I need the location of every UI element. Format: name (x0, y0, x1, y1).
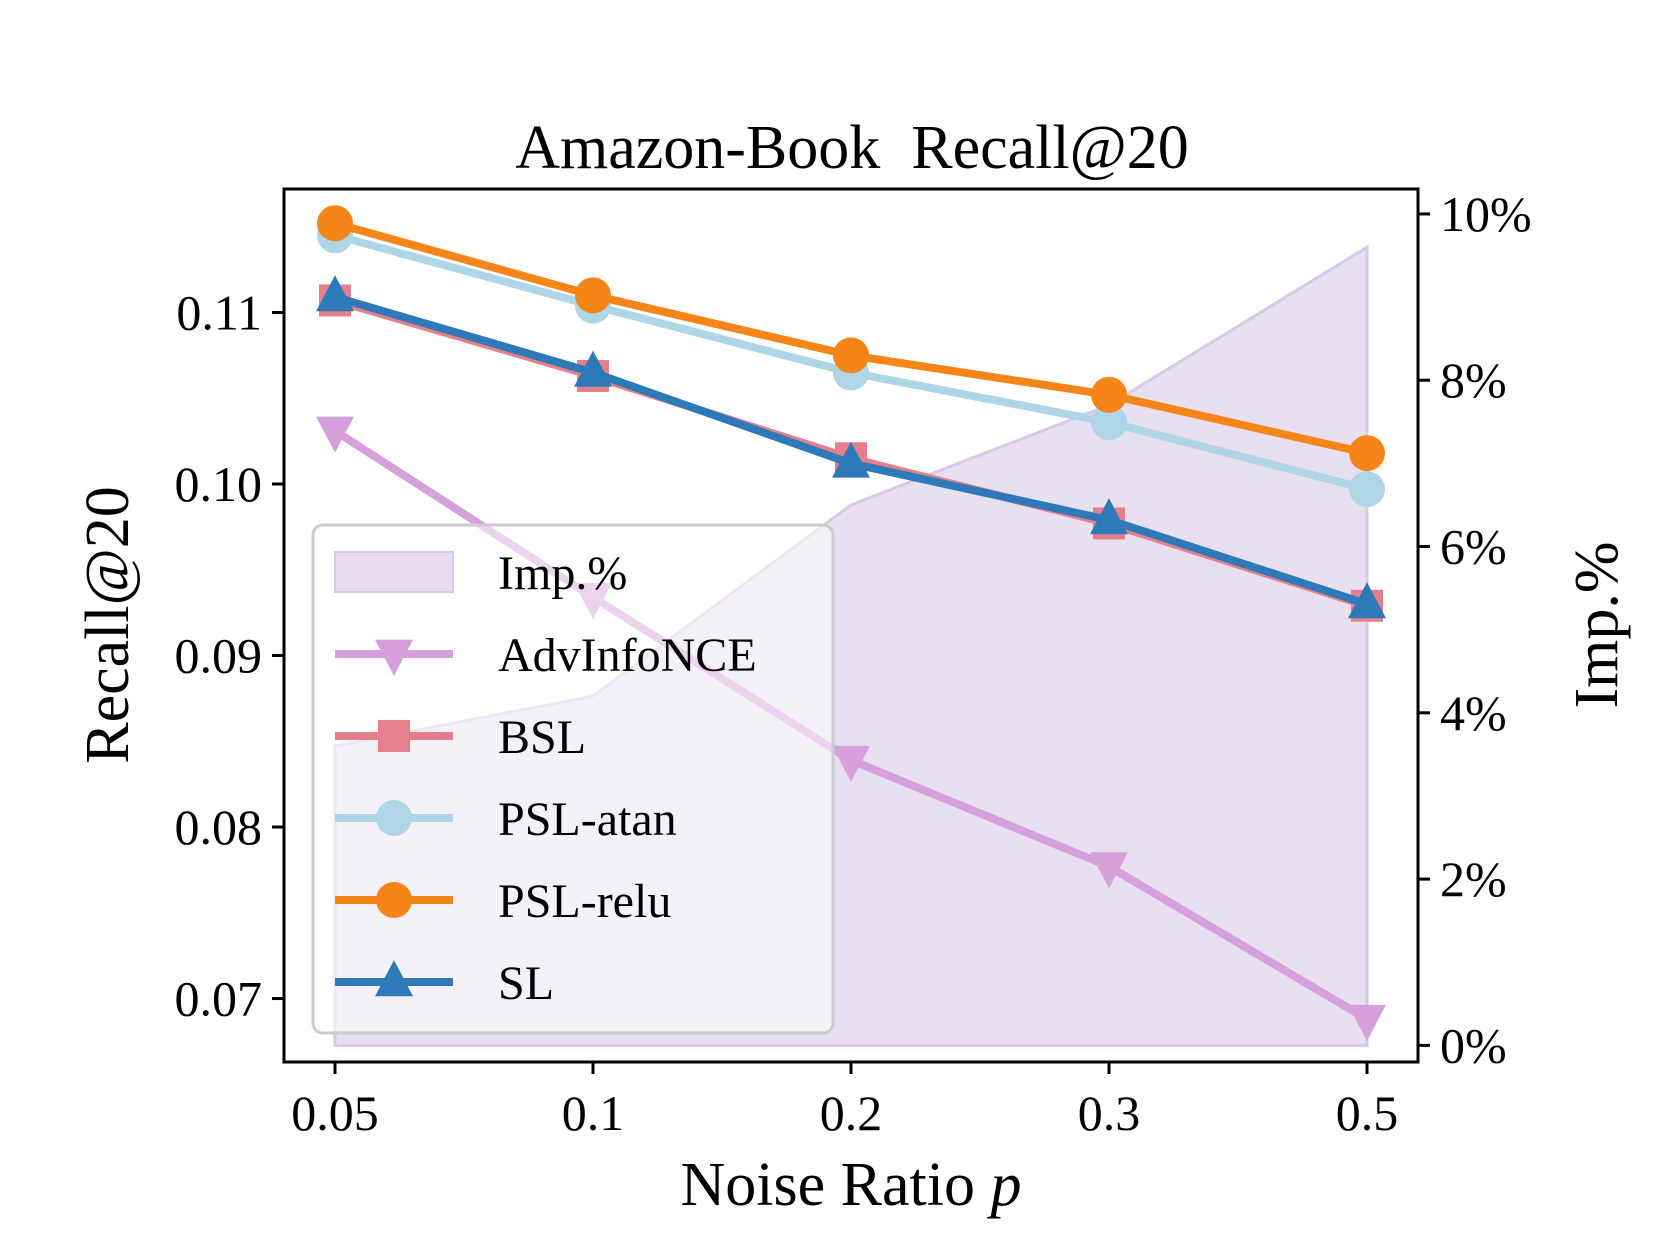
data-point-advinfonce (832, 745, 870, 782)
y2-tick-label: 6% (1440, 519, 1507, 575)
y2-axis-title: Imp.% (1563, 541, 1631, 708)
data-point-sl (1090, 498, 1128, 535)
x-axis-title: Noise Ratio p (681, 1151, 1022, 1219)
data-point-sl (832, 441, 870, 478)
legend-label: SL (498, 957, 554, 1010)
legend-marker (376, 882, 412, 918)
y-tick-label: 0.10 (175, 456, 263, 512)
data-point-advinfonce (316, 416, 354, 453)
legend-item-bsl: BSL (335, 711, 586, 764)
legend-item-psl-relu: PSL-relu (335, 875, 671, 928)
chart-title: Amazon-Book Recall@20 (515, 114, 1189, 182)
x-tick-label: 0.2 (820, 1085, 883, 1141)
y-tick-label: 0.08 (175, 799, 263, 855)
legend-marker (378, 720, 410, 752)
x-tick-label: 0.1 (562, 1085, 625, 1141)
legend-label: Imp.% (498, 547, 627, 600)
data-point-psl-relu (575, 277, 611, 314)
x-tick-label: 0.3 (1078, 1085, 1141, 1141)
x-axis-title-text: Noise Ratio (681, 1151, 975, 1219)
legend-item-psl-atan: PSL-atan (335, 793, 677, 846)
legend-marker (376, 800, 412, 836)
data-point-psl-relu (317, 205, 353, 242)
legend-item-imp: Imp.% (334, 547, 627, 600)
legend-label: PSL-atan (498, 793, 677, 846)
y2-tick-label: 8% (1440, 352, 1507, 408)
data-point-sl (574, 350, 612, 387)
series-psl-relu (317, 205, 1385, 472)
legend-swatch (334, 551, 454, 593)
series-sl (316, 275, 1386, 619)
legend-marker (375, 639, 413, 676)
legend-item-advinfonce: AdvInfoNCE (335, 629, 757, 682)
data-point-psl-atan (1091, 404, 1127, 441)
x-tick-label: 0.05 (291, 1085, 379, 1141)
data-point-psl-relu (833, 337, 869, 374)
y2-tick-label: 2% (1440, 851, 1507, 907)
data-point-psl-relu (1349, 435, 1385, 472)
x-axis-title-variable: p (986, 1151, 1021, 1219)
y-tick-label: 0.09 (175, 628, 263, 684)
y-axis-ticks: 0.07 0.08 0.09 0.10 0.11 (175, 284, 284, 1027)
x-tick-label: 0.5 (1336, 1085, 1399, 1141)
y2-tick-label: 4% (1440, 685, 1507, 741)
data-point-sl (1348, 582, 1386, 619)
legend-label: AdvInfoNCE (498, 629, 757, 682)
legend-frame (311, 523, 835, 1035)
data-point-sl (316, 275, 354, 312)
data-point-psl-atan (1349, 471, 1385, 508)
x-axis-ticks: 0.05 0.1 0.2 0.3 0.5 (291, 1062, 1398, 1141)
y2-axis-ticks: 0% 2% 4% 6% 8% 10% (1418, 186, 1532, 1073)
legend: Imp.% AdvInfoNCE BSL PSL-atan PSL-relu SL (311, 523, 835, 1035)
data-point-advinfonce (1090, 852, 1128, 889)
y-tick-label: 0.11 (176, 284, 262, 340)
data-point-psl-relu (1091, 376, 1127, 413)
y2-tick-label: 0% (1440, 1017, 1507, 1073)
y2-tick-label: 10% (1440, 186, 1532, 242)
legend-item-sl: SL (335, 957, 554, 1010)
data-point-advinfonce (1348, 1004, 1386, 1041)
legend-marker (375, 960, 413, 997)
legend-label: BSL (498, 711, 586, 764)
y-tick-label: 0.07 (175, 971, 263, 1027)
y-axis-title: Recall@20 (74, 486, 142, 763)
legend-label: PSL-relu (498, 875, 671, 928)
